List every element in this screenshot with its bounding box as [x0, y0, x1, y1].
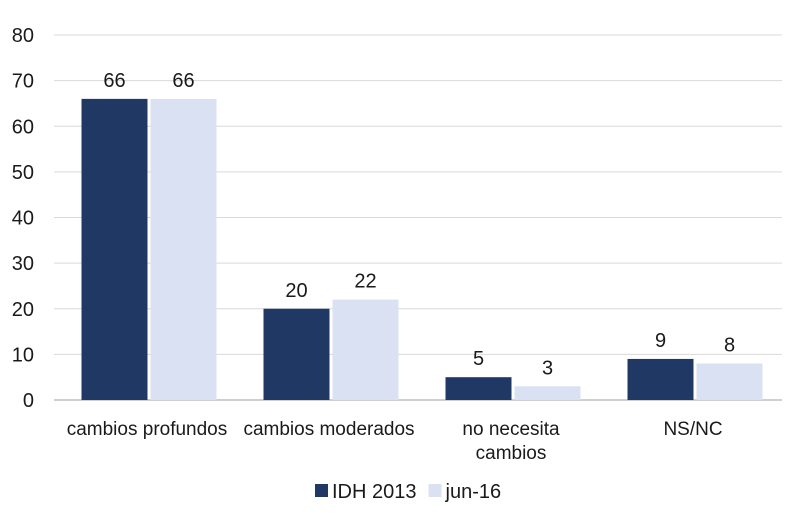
data-label: 20: [285, 280, 307, 302]
data-label: 66: [103, 70, 125, 92]
y-tick-label: 70: [12, 71, 34, 93]
x-axis-categories: cambios profundos cambios moderados no nec…: [67, 419, 723, 464]
bar-idh-2013: [263, 308, 330, 400]
bar-jun-16: [514, 386, 581, 400]
bars: [81, 98, 763, 400]
data-label: 5: [473, 348, 484, 370]
y-axis-ticks: 0 10 20 30 40 50 60 70 80: [12, 25, 34, 412]
data-label: 8: [724, 335, 735, 357]
bar-jun-16: [696, 363, 763, 400]
data-label: 9: [655, 330, 666, 352]
bar-idh-2013: [81, 98, 148, 400]
y-tick-label: 0: [23, 390, 34, 412]
data-label: 22: [354, 271, 376, 293]
data-label: 66: [172, 70, 194, 92]
x-category-label: cambios moderados: [243, 419, 414, 440]
data-label: 3: [542, 357, 553, 379]
y-tick-label: 80: [12, 25, 34, 47]
bar-idh-2013: [445, 377, 512, 400]
y-tick-label: 60: [12, 116, 34, 138]
legend-label: jun-16: [445, 481, 502, 503]
y-tick-label: 50: [12, 162, 34, 184]
x-category-label: cambios profundos: [67, 419, 228, 440]
y-tick-label: 20: [12, 299, 34, 321]
data-labels: 66 66 20 22 5 3 9 8: [103, 70, 735, 379]
bar-jun-16: [332, 299, 399, 400]
legend-label: IDH 2013: [332, 481, 417, 503]
legend-swatch: [315, 484, 328, 497]
y-tick-label: 10: [12, 344, 34, 366]
y-tick-label: 30: [12, 253, 34, 275]
bar-jun-16: [150, 98, 217, 400]
y-tick-label: 40: [12, 208, 34, 230]
legend: IDH 2013 jun-16: [315, 481, 501, 503]
bar-idh-2013: [627, 358, 694, 400]
x-category-label: cambios: [476, 443, 547, 464]
legend-swatch: [428, 484, 442, 497]
x-category-label: NS/NC: [663, 419, 722, 440]
x-category-label: no necesita: [462, 419, 560, 440]
